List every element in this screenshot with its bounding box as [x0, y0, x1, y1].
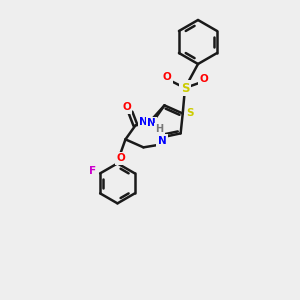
Text: O: O: [200, 74, 208, 84]
Text: O: O: [122, 102, 131, 112]
Text: N: N: [147, 118, 156, 128]
Text: O: O: [163, 72, 171, 82]
Text: H: H: [155, 124, 164, 134]
Text: F: F: [88, 167, 96, 176]
Text: N: N: [139, 117, 148, 127]
Text: S: S: [181, 82, 189, 94]
Text: N: N: [158, 136, 167, 146]
Text: S: S: [187, 107, 194, 118]
Text: O: O: [116, 153, 125, 164]
